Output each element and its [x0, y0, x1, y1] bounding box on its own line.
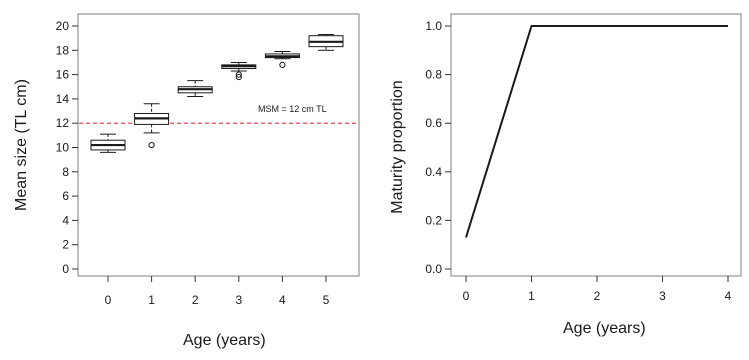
left-x-axis-label: Age (years): [183, 332, 266, 349]
left-y-tick-label: 10: [56, 141, 70, 155]
right-x-tick-label: 4: [725, 289, 732, 303]
left-x-tick-label: 4: [279, 293, 286, 307]
outlier-point: [148, 141, 155, 149]
left-y-tick-label: 12: [56, 116, 70, 130]
left-y-axis-label: Mean size (TL cm): [13, 79, 30, 211]
right-x-tick-label: 2: [594, 289, 601, 303]
right-y-tick-label: 0.6: [425, 116, 442, 130]
maturity-line-plot: 0.0 0.2 0.4 0.6 0.8 1.0 0 1 2 3 4 Age (years) Mat…: [389, 13, 742, 337]
right-y-tick-label: 1.0: [425, 19, 442, 33]
right-y-tick-label: 0.4: [425, 165, 442, 179]
maturity-series: [465, 25, 728, 238]
left-x-tick-label: 2: [192, 293, 199, 307]
outlier-point: [235, 71, 242, 78]
left-y-tick-label: 0: [62, 262, 69, 276]
left-y-ticks: 0 2 4 6 8 10 12 14 16 18 20: [56, 19, 78, 276]
left-x-tick-label: 1: [148, 293, 155, 307]
right-x-tick-label: 0: [463, 289, 470, 303]
right-x-tick-label: 3: [659, 289, 666, 303]
left-y-tick-label: 20: [56, 19, 70, 33]
reference-line-label: MSM = 12 cm TL: [258, 104, 327, 114]
box-series: [90, 34, 344, 153]
left-x-tick-label: 5: [323, 293, 330, 307]
box-3: [221, 61, 257, 81]
left-x-tick-label: 0: [105, 293, 112, 307]
box-0: [90, 133, 126, 153]
left-y-tick-label: 8: [62, 165, 69, 179]
maturity-line: [465, 25, 728, 238]
right-x-axis-label: Age (years): [563, 320, 646, 337]
outlier-point: [279, 61, 286, 68]
left-x-ticks: 0 1 2 3 4 5: [105, 276, 330, 307]
left-y-tick-label: 6: [62, 189, 69, 203]
box-2: [177, 80, 213, 97]
right-y-axis-label: Maturity proportion: [389, 80, 406, 213]
right-y-ticks: 0.0 0.2 0.4 0.6 0.8 1.0: [425, 19, 451, 276]
left-y-tick-label: 18: [56, 43, 70, 57]
right-plot-frame: [450, 13, 742, 277]
box-5: [308, 34, 344, 51]
right-y-tick-label: 0.0: [425, 262, 442, 276]
box-4: [264, 51, 300, 68]
box-1: [134, 103, 170, 149]
right-x-ticks: 0 1 2 3 4: [463, 276, 732, 303]
right-x-tick-label: 1: [528, 289, 535, 303]
right-y-tick-label: 0.2: [425, 213, 442, 227]
outlier-point: [235, 73, 242, 81]
left-y-tick-label: 16: [56, 68, 70, 82]
left-y-tick-label: 14: [56, 92, 70, 106]
maturity-reference-line: MSM = 12 cm TL: [79, 104, 358, 124]
left-x-tick-label: 3: [235, 293, 242, 307]
left-y-tick-label: 4: [62, 213, 69, 227]
right-y-tick-label: 0.8: [425, 68, 442, 82]
left-y-tick-label: 2: [62, 238, 69, 252]
